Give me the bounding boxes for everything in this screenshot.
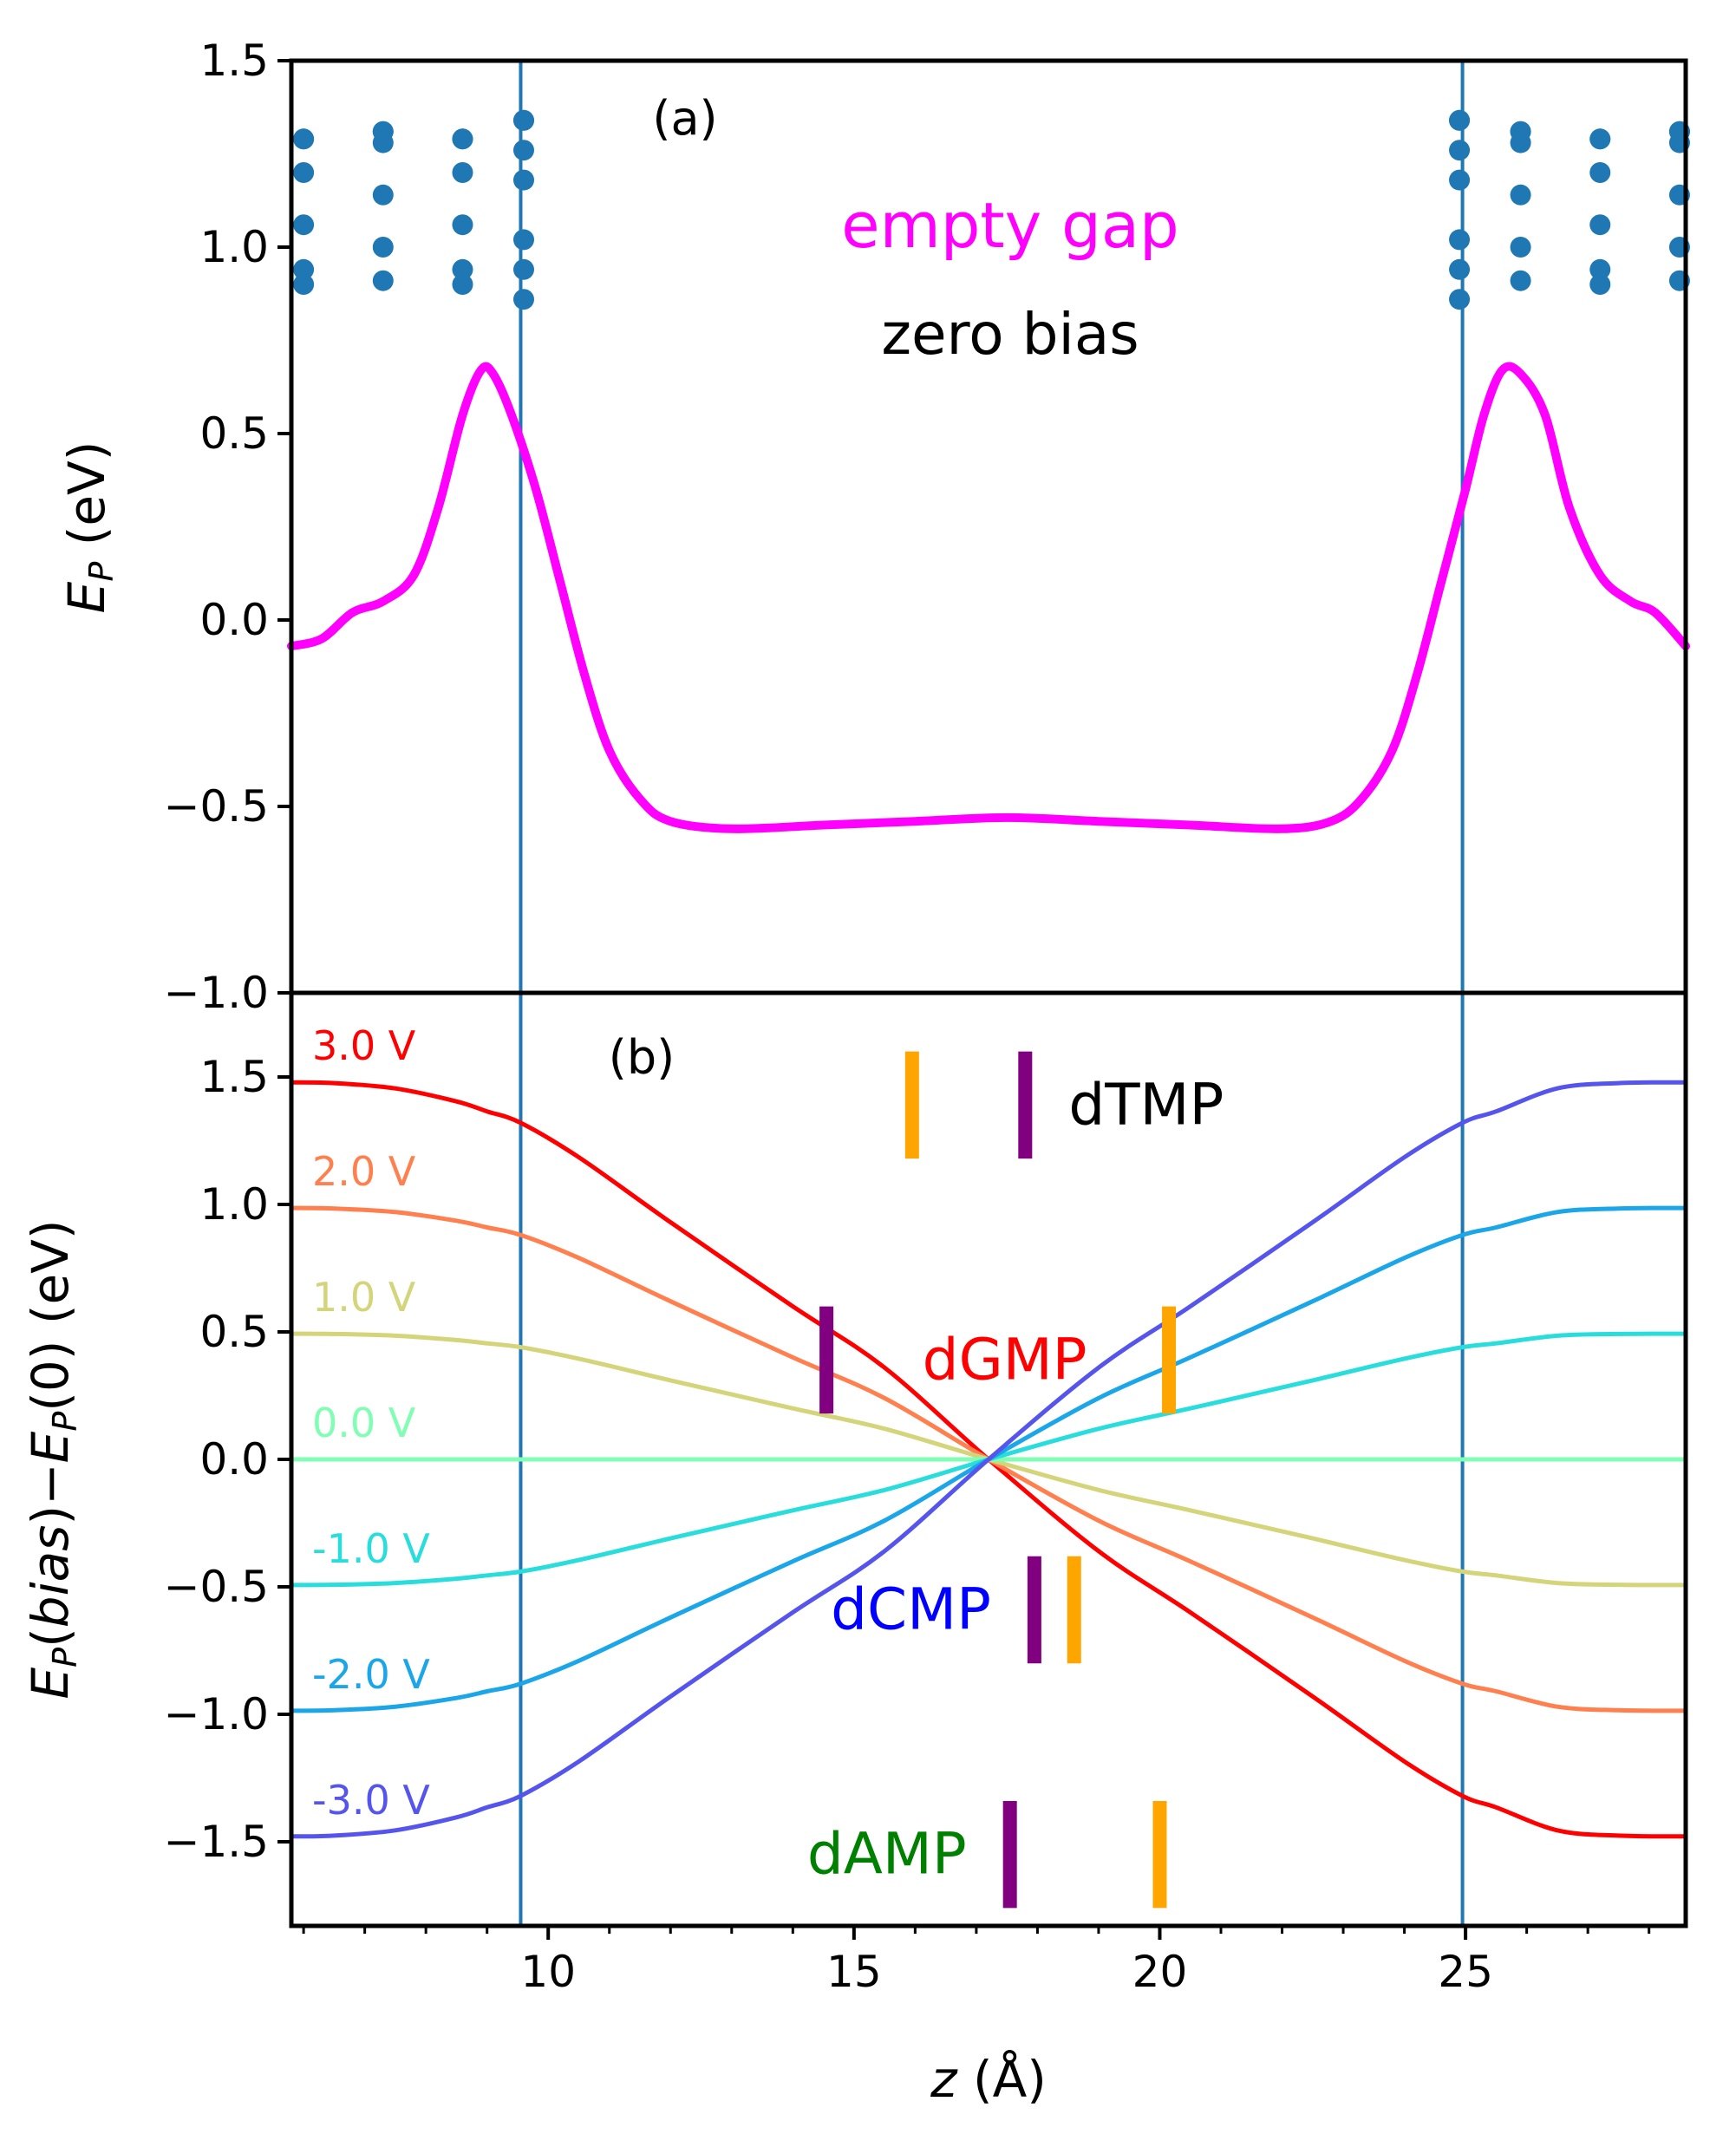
- bias-label: 1.0 V: [312, 1274, 416, 1321]
- bias-curve: [290, 1331, 1687, 1588]
- atom-dot: [513, 140, 534, 161]
- panel-a-y-tick-label: 0.0: [199, 595, 269, 645]
- panel-b-y-tick-label: 0.0: [199, 1434, 269, 1485]
- bias-label: -3.0 V: [312, 1777, 430, 1824]
- atom-dot: [293, 214, 315, 236]
- bias-label: -2.0 V: [312, 1651, 430, 1698]
- panel-b-y-tick-label: −0.5: [164, 1562, 269, 1612]
- atom-dot: [293, 162, 315, 183]
- atom-dot: [1510, 237, 1531, 258]
- marker-group: dAMP: [807, 1800, 1167, 1909]
- x-tick-label: 25: [1438, 1947, 1493, 1997]
- atom-dot: [513, 289, 534, 310]
- panel-a-atom-dots: [293, 109, 1690, 310]
- atom-dot: [1510, 121, 1531, 142]
- bias-label: -1.0 V: [312, 1525, 430, 1572]
- bias-curve: [290, 1205, 1687, 1713]
- panel-b-nucleotide-markers: dTMP dGMP dCMP dAMP: [807, 1051, 1224, 1909]
- empty-gap-curve: [287, 362, 1690, 833]
- atom-dot: [452, 258, 473, 280]
- atom-dot: [372, 270, 394, 291]
- atom-dot: [452, 128, 473, 150]
- panel-a-y-axis-title-unit: (eV): [57, 441, 116, 562]
- panel-a-y-axis-title: EP (eV): [57, 441, 121, 614]
- panel-b-y-tick-label: −1.5: [164, 1817, 269, 1867]
- x-tick-label: 15: [826, 1947, 882, 1997]
- marker-label: dAMP: [807, 1821, 967, 1888]
- panel-a-y-axis-title-symbol: E: [57, 581, 116, 613]
- atom-dot: [293, 274, 315, 295]
- panel-b-y-tick-label: 1.5: [199, 1052, 269, 1102]
- atom-dot: [1589, 214, 1611, 236]
- atom-dot: [513, 229, 534, 251]
- atom-dot: [372, 184, 394, 206]
- bias-label: 2.0 V: [312, 1148, 416, 1195]
- panel-a-label: (a): [652, 91, 717, 146]
- x-tick-label: 20: [1132, 1947, 1188, 1997]
- atom-dot: [1589, 258, 1611, 280]
- x-tick-label: 10: [520, 1947, 576, 1997]
- panel-b-label: (b): [609, 1030, 675, 1085]
- atom-dot: [1449, 289, 1471, 310]
- marker-label: dTMP: [1068, 1071, 1224, 1138]
- panel-b-bias-curves: [290, 1080, 1687, 1839]
- atom-dot: [1589, 128, 1611, 150]
- panel-b-y-ticks: −1.5 −1.0 −0.5 0.0 0.5 1.0 1.5: [164, 1052, 291, 1867]
- atom-dot: [1589, 274, 1611, 295]
- atom-dot: [1510, 270, 1531, 291]
- panel-a-curves: [287, 362, 1690, 833]
- atom-dot: [452, 274, 473, 295]
- atom-dot: [1449, 229, 1471, 251]
- panel-a-y-ticks: −1.0 −0.5 0.0 0.5 1.0 1.5: [164, 36, 291, 1018]
- panel-b-y-tick-label: 0.5: [199, 1307, 269, 1357]
- panel-b-y-tick-label: −1.0: [164, 1689, 269, 1739]
- panel-b-y-tick-label: 1.0: [199, 1179, 269, 1230]
- atom-dot: [293, 128, 315, 150]
- atom-dot: [1449, 169, 1471, 191]
- panel-a-y-axis-title-subscript: P: [82, 562, 121, 582]
- bias-label: 3.0 V: [312, 1022, 416, 1069]
- bias-curve: [290, 1205, 1687, 1713]
- panel-a: −1.0 −0.5 0.0 0.5 1.0 1.5 (a) empty gap zero …: [57, 36, 1690, 1018]
- panel-b-frame: [289, 990, 1688, 1928]
- marker-group: dCMP: [831, 1556, 1081, 1664]
- atom-dot: [1589, 162, 1611, 183]
- marker-label: dCMP: [831, 1576, 991, 1642]
- atom-dot: [293, 258, 315, 280]
- bias-curve: [290, 1080, 1687, 1839]
- atom-dot: [513, 169, 534, 191]
- panel-a-y-tick-label: −0.5: [164, 781, 269, 832]
- atom-dot: [513, 109, 534, 131]
- panel-b-bias-labels: 3.0 V 2.0 V 1.0 V 0.0 V -1.0 V -2.0 V -3.0 V: [312, 1022, 430, 1824]
- atom-dot: [1510, 184, 1531, 206]
- panel-b: dTMP dGMP dCMP dAMP 3.0 V 2.0 V 1.0 V 0.0 V -1.…: [21, 990, 1688, 2109]
- panel-b-y-axis-title: EP(bias)−EP(0) (eV): [21, 1220, 84, 1700]
- marker-group: dTMP: [904, 1051, 1224, 1159]
- panel-a-vertical-lines: [519, 61, 1465, 993]
- atom-dot: [452, 162, 473, 183]
- marker-label: dGMP: [923, 1326, 1087, 1393]
- panel-a-y-tick-label: 0.5: [199, 408, 269, 459]
- atom-dot: [372, 121, 394, 142]
- x-axis-title: z (Å): [930, 2049, 1047, 2109]
- panel-a-y-tick-label: 1.5: [199, 36, 269, 86]
- atom-dot: [1449, 258, 1471, 280]
- atom-dot: [452, 214, 473, 236]
- bias-curve: [290, 1080, 1687, 1839]
- atom-dot: [1449, 140, 1471, 161]
- panel-a-y-tick-label: −1.0: [164, 968, 269, 1018]
- atom-dot: [1449, 109, 1471, 131]
- zero-bias-annotation: zero bias: [881, 301, 1139, 368]
- panel-a-y-tick-label: 1.0: [199, 222, 269, 272]
- bias-label: 0.0 V: [312, 1400, 416, 1446]
- bias-curve: [290, 1331, 1687, 1588]
- marker-group: dGMP: [819, 1306, 1177, 1414]
- atom-dot: [513, 258, 534, 280]
- atom-dot: [372, 237, 394, 258]
- empty-gap-annotation: empty gap: [841, 189, 1178, 262]
